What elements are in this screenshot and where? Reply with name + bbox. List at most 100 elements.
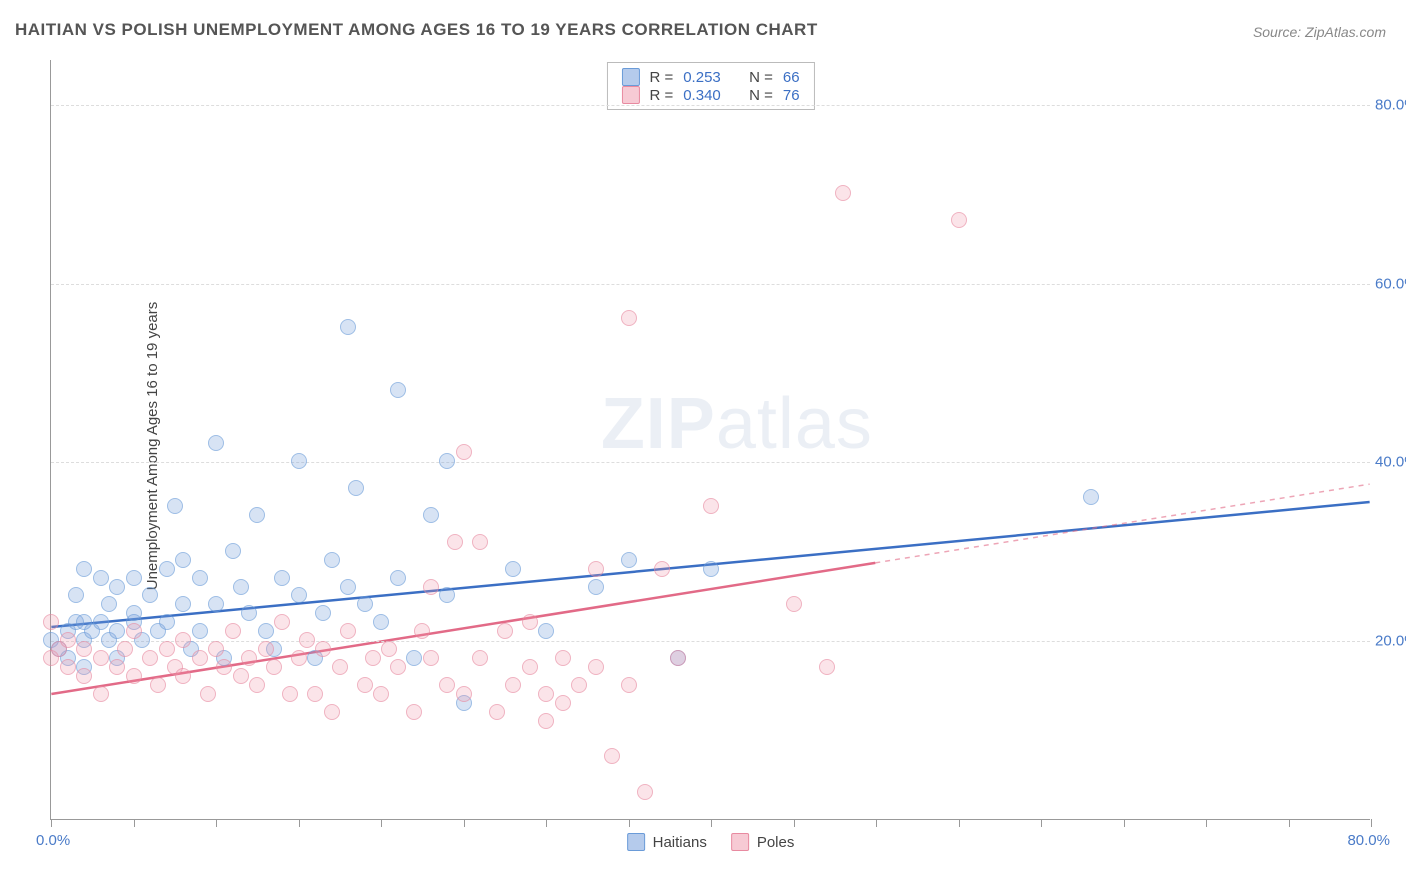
data-point [192,623,208,639]
data-point [423,650,439,666]
x-tick [1289,819,1290,827]
data-point [588,659,604,675]
data-point [571,677,587,693]
data-point [299,632,315,648]
data-point [390,382,406,398]
data-point [274,570,290,586]
gridline-h [51,105,1370,106]
data-point [208,641,224,657]
data-point [621,552,637,568]
gridline-h [51,284,1370,285]
data-point [588,561,604,577]
data-point [654,561,670,577]
data-point [167,498,183,514]
x-tick [959,819,960,827]
data-point [266,659,282,675]
data-point [208,435,224,451]
x-tick [1371,819,1372,827]
data-point [175,552,191,568]
data-point [1083,489,1099,505]
x-tick [794,819,795,827]
x-tick [1124,819,1125,827]
legend-r-label: R = [649,69,673,86]
data-point [43,614,59,630]
x-tick [546,819,547,827]
data-point [258,641,274,657]
data-point [126,605,142,621]
data-point [348,480,364,496]
data-point [439,453,455,469]
gridline-h [51,462,1370,463]
legend-stat-row: R = 0.340 N = 76 [621,86,799,104]
data-point [175,668,191,684]
data-point [390,659,406,675]
x-tick [629,819,630,827]
x-tick [216,819,217,827]
data-point [117,641,133,657]
data-point [142,650,158,666]
y-tick-label: 20.0% [1375,633,1406,650]
legend-swatch [621,68,639,86]
x-tick [381,819,382,827]
data-point [447,534,463,550]
data-point [126,668,142,684]
data-point [423,507,439,523]
data-point [93,614,109,630]
data-point [819,659,835,675]
data-point [456,444,472,460]
legend-item: Haitians [627,833,707,851]
data-point [233,668,249,684]
source-attribution: Source: ZipAtlas.com [1253,24,1386,40]
data-point [373,614,389,630]
gridline-h [51,641,1370,642]
data-point [208,596,224,612]
correlation-legend: R = 0.253 N = 66 R = 0.340 N = 76 [606,62,814,110]
data-point [109,659,125,675]
x-axis-max-label: 80.0% [1347,832,1390,849]
data-point [274,614,290,630]
legend-n-label: N = [749,69,773,86]
data-point [142,587,158,603]
data-point [703,561,719,577]
data-point [555,650,571,666]
data-point [68,587,84,603]
legend-swatch [621,86,639,104]
data-point [497,623,513,639]
data-point [126,623,142,639]
data-point [249,677,265,693]
data-point [522,614,538,630]
data-point [324,704,340,720]
legend-swatch [627,833,645,851]
regression-lines [51,60,1370,819]
x-tick [711,819,712,827]
data-point [60,659,76,675]
data-point [670,650,686,666]
data-point [109,623,125,639]
x-tick [464,819,465,827]
legend-label: Poles [757,834,795,851]
data-point [216,659,232,675]
data-point [175,632,191,648]
data-point [225,543,241,559]
x-tick [1206,819,1207,827]
data-point [93,686,109,702]
data-point [381,641,397,657]
data-point [60,632,76,648]
data-point [340,623,356,639]
data-point [282,686,298,702]
data-point [192,570,208,586]
data-point [258,623,274,639]
data-point [703,498,719,514]
data-point [439,677,455,693]
x-tick [876,819,877,827]
data-point [291,650,307,666]
data-point [390,570,406,586]
legend-swatch [731,833,749,851]
legend-n-value: 76 [783,87,800,104]
data-point [340,319,356,335]
data-point [315,605,331,621]
data-point [505,561,521,577]
chart-plot-area: ZIPatlas R = 0.253 N = 66 R = 0.340 N = … [50,60,1370,820]
series-legend: Haitians Poles [627,833,795,851]
data-point [555,695,571,711]
